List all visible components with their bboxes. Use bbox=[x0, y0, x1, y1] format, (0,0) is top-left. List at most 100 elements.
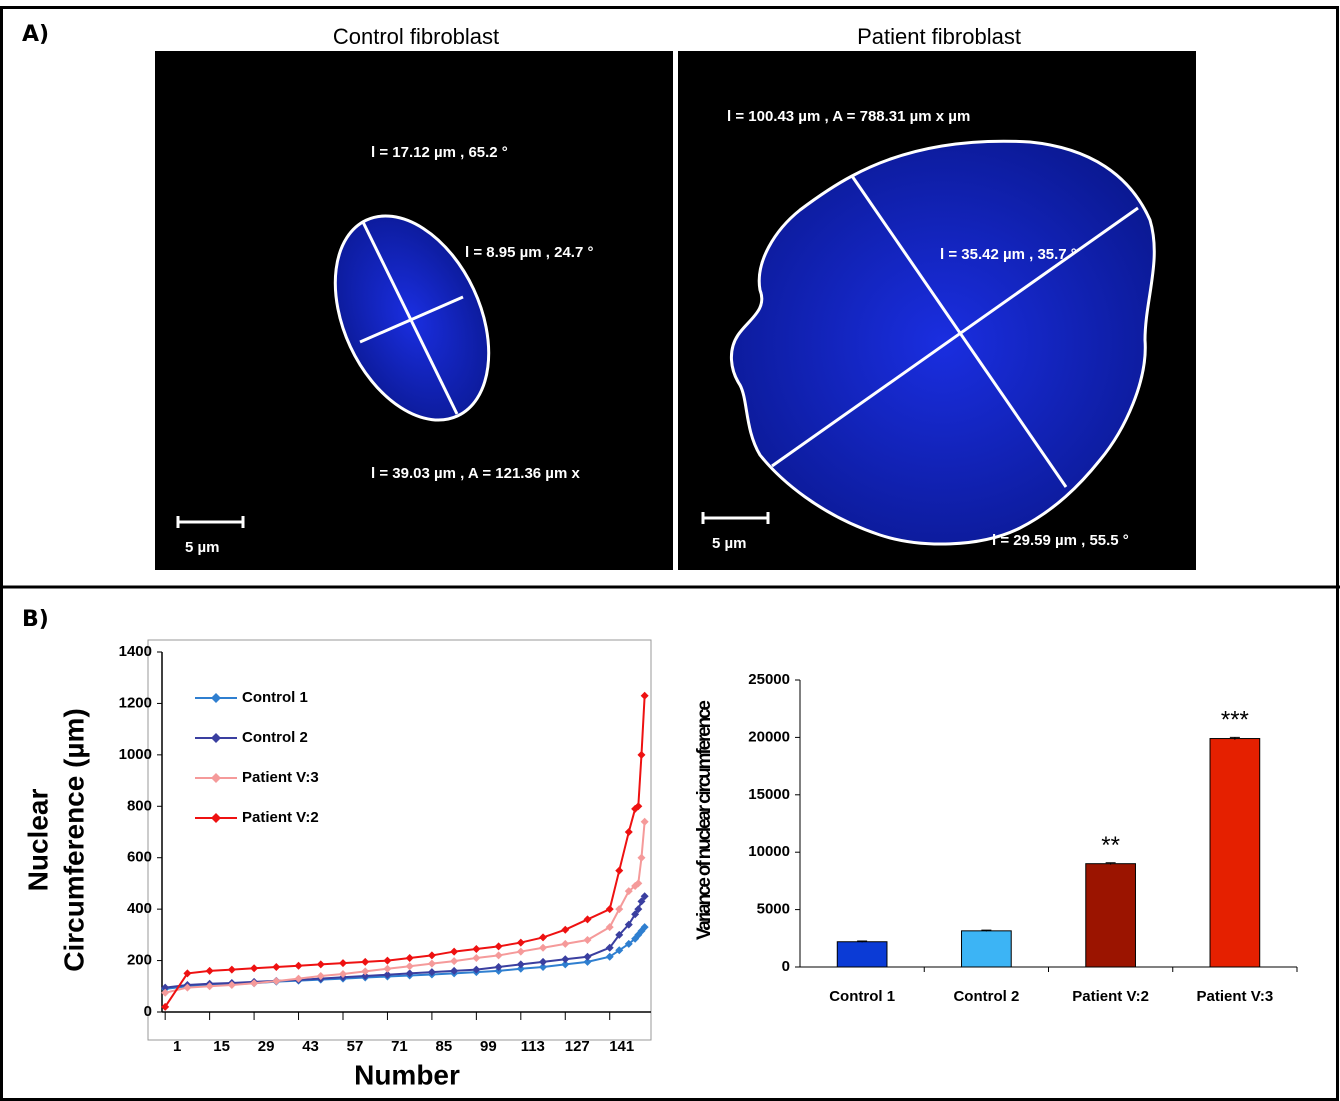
measurement: l = 17.12 µm , 65.2 ° bbox=[371, 144, 508, 161]
data-point bbox=[428, 951, 436, 959]
bar bbox=[962, 931, 1012, 967]
x-tick-label: 85 bbox=[436, 1038, 453, 1055]
data-point bbox=[495, 942, 503, 950]
scale-label: 5 µm bbox=[185, 539, 220, 556]
significance: *** bbox=[1221, 707, 1249, 734]
data-point bbox=[637, 751, 645, 759]
data-point bbox=[625, 828, 633, 836]
legend-marker bbox=[211, 733, 221, 743]
data-point bbox=[539, 944, 547, 952]
data-point bbox=[517, 960, 525, 968]
data-point bbox=[250, 964, 258, 972]
bar bbox=[1210, 739, 1260, 967]
y-tick-label: 1000 bbox=[119, 746, 152, 763]
y-tick-label: 0 bbox=[144, 1003, 152, 1020]
y-tick-label: 1400 bbox=[119, 643, 152, 660]
y-tick-label: 400 bbox=[127, 900, 152, 917]
data-point bbox=[561, 955, 569, 963]
x-tick-label: 71 bbox=[391, 1038, 408, 1055]
data-point bbox=[606, 905, 614, 913]
data-point bbox=[228, 966, 236, 974]
data-point bbox=[450, 948, 458, 956]
data-point bbox=[272, 977, 280, 985]
x-tick-label: 127 bbox=[565, 1038, 590, 1055]
legend-marker bbox=[211, 773, 221, 783]
y-tick-label: 600 bbox=[127, 849, 152, 866]
data-point bbox=[472, 945, 480, 953]
y-tick-label: 800 bbox=[127, 797, 152, 814]
data-point bbox=[383, 965, 391, 973]
y-tick-label: 1200 bbox=[119, 694, 152, 711]
legend-label: Control 1 bbox=[242, 689, 308, 706]
legend-marker bbox=[211, 813, 221, 823]
data-point bbox=[383, 957, 391, 965]
data-point bbox=[637, 854, 645, 862]
scale-label: 5 µm bbox=[712, 535, 747, 552]
data-point bbox=[583, 953, 591, 961]
series-line bbox=[165, 696, 644, 1007]
y-axis-label: Variance of nuclear circumference bbox=[694, 700, 715, 940]
legend-label: Control 2 bbox=[242, 729, 308, 746]
image-title: Control fibroblast bbox=[333, 24, 499, 49]
measurement: l = 29.59 µm , 55.5 ° bbox=[992, 532, 1129, 549]
data-point bbox=[561, 926, 569, 934]
data-point bbox=[583, 936, 591, 944]
data-point bbox=[339, 959, 347, 967]
data-point bbox=[641, 692, 649, 700]
plot-frame bbox=[148, 640, 651, 1040]
x-tick-label: 113 bbox=[521, 1038, 545, 1055]
data-point bbox=[406, 954, 414, 962]
x-tick-label: 15 bbox=[213, 1038, 230, 1055]
data-point bbox=[317, 960, 325, 968]
x-tick-label: 29 bbox=[258, 1038, 275, 1055]
data-point bbox=[361, 958, 369, 966]
x-tick-label: Patient V:3 bbox=[1197, 988, 1274, 1005]
x-tick-label: Patient V:2 bbox=[1072, 988, 1149, 1005]
y-tick-label: 15000 bbox=[748, 786, 790, 803]
x-tick-label: Control 1 bbox=[829, 988, 895, 1005]
x-tick-label: Control 2 bbox=[953, 988, 1019, 1005]
image-title: Patient fibroblast bbox=[857, 24, 1021, 49]
data-point bbox=[272, 963, 280, 971]
data-point bbox=[428, 960, 436, 968]
bar bbox=[837, 942, 887, 967]
data-point bbox=[406, 962, 414, 970]
y-tick-label: 20000 bbox=[748, 728, 790, 745]
significance: ** bbox=[1101, 832, 1120, 859]
measurement: l = 35.42 µm , 35.7 ° bbox=[940, 246, 1077, 263]
data-point bbox=[206, 967, 214, 975]
data-point bbox=[450, 957, 458, 965]
legend-marker bbox=[211, 693, 221, 703]
figure: A) B) Control fibroblast l = 17.12 µm , … bbox=[0, 0, 1340, 1101]
data-point bbox=[472, 954, 480, 962]
data-point bbox=[517, 939, 525, 947]
series-line bbox=[165, 822, 644, 993]
data-point bbox=[539, 933, 547, 941]
y-tick-label: 5000 bbox=[757, 901, 790, 918]
data-point bbox=[583, 915, 591, 923]
data-point bbox=[295, 962, 303, 970]
panel-label: B) bbox=[22, 607, 49, 632]
measurement: l = 8.95 µm , 24.7 ° bbox=[465, 244, 593, 261]
legend-label: Patient V:3 bbox=[242, 769, 319, 786]
y-axis-label: Circumference (µm) bbox=[58, 708, 89, 972]
data-point bbox=[250, 979, 258, 987]
panel-label: A) bbox=[22, 22, 49, 47]
y-tick-label: 0 bbox=[782, 958, 790, 975]
measurement: l = 39.03 µm , A = 121.36 µm x bbox=[371, 465, 580, 482]
measurement: l = 100.43 µm , A = 788.31 µm x µm bbox=[727, 108, 970, 125]
y-axis-label: Nuclear bbox=[22, 789, 53, 892]
data-point bbox=[517, 948, 525, 956]
x-tick-label: 43 bbox=[302, 1038, 319, 1055]
data-point bbox=[361, 967, 369, 975]
y-tick-label: 25000 bbox=[748, 671, 790, 688]
bar bbox=[1086, 864, 1136, 967]
data-point bbox=[615, 867, 623, 875]
x-tick-label: 141 bbox=[609, 1038, 634, 1055]
x-tick-label: 57 bbox=[347, 1038, 364, 1055]
x-tick-label: 1 bbox=[173, 1038, 181, 1055]
y-tick-label: 200 bbox=[127, 952, 152, 969]
data-point bbox=[539, 958, 547, 966]
legend-label: Patient V:2 bbox=[242, 809, 319, 826]
data-point bbox=[641, 818, 649, 826]
